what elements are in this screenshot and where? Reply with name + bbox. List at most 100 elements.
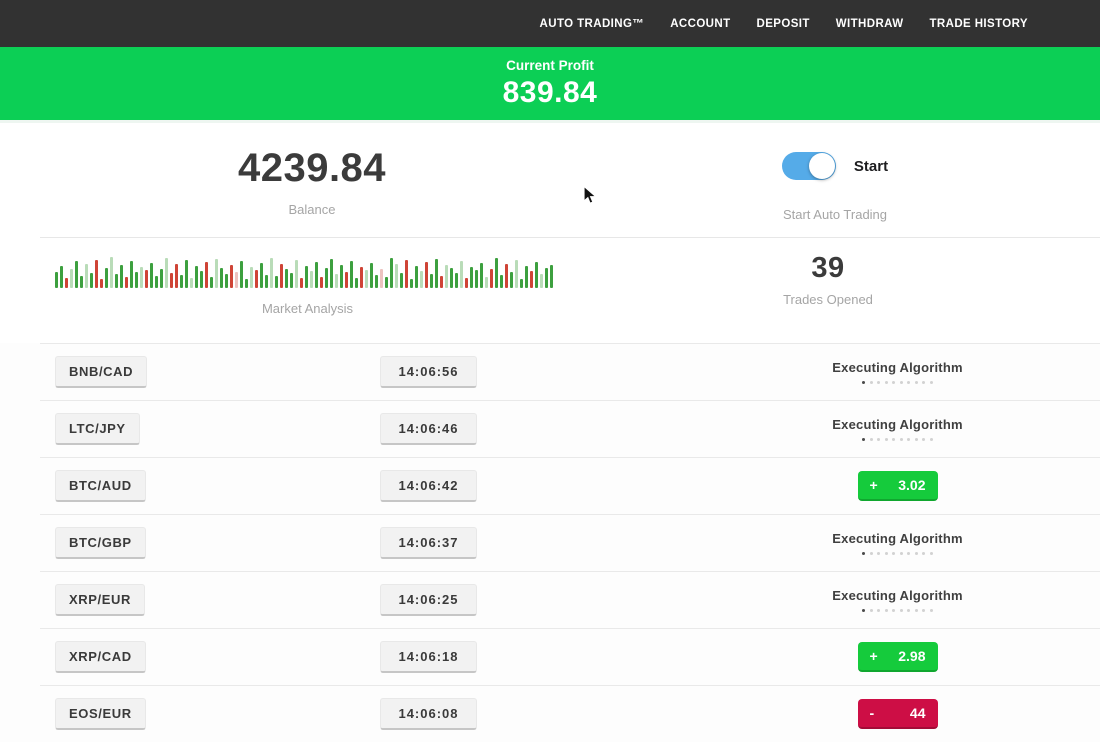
market-bar (100, 279, 103, 288)
market-bar (225, 274, 228, 288)
toggle-row: Start (735, 152, 935, 180)
market-bar (255, 270, 258, 288)
progress-dot (869, 380, 873, 384)
progress-dot (907, 608, 911, 612)
progress-dot (922, 608, 926, 612)
market-bar (355, 278, 358, 288)
section-divider (40, 237, 1100, 238)
time-badge: 14:06:56 (380, 355, 477, 388)
market-bar (390, 258, 393, 288)
progress-dot (877, 608, 881, 612)
result-sign: + (869, 647, 878, 664)
current-profit-label: Current Profit (506, 57, 594, 73)
nav-deposit[interactable]: DEPOSIT (756, 17, 810, 30)
market-bar (470, 267, 473, 288)
result-value: 3.02 (898, 476, 926, 493)
pair-badge: EOS/EUR (55, 697, 146, 730)
start-toggle-label: Start (853, 157, 889, 175)
market-bar (115, 274, 118, 288)
progress-dot (899, 551, 903, 555)
time-badge: 14:06:42 (380, 469, 477, 502)
nav-trade-history[interactable]: TRADE HISTORY (929, 17, 1028, 30)
market-bar (135, 272, 138, 288)
market-bar (160, 269, 163, 288)
pair-badge: LTC/JPY (55, 412, 140, 445)
progress-dot (929, 608, 933, 612)
trade-row: XRP/CAD 14:06:18 + 2.98 (0, 628, 1100, 685)
progress-dot (892, 437, 896, 441)
market-bar (150, 263, 153, 288)
start-auto-trading-toggle[interactable] (781, 152, 836, 180)
market-bar (315, 262, 318, 288)
market-bar (200, 271, 203, 288)
market-bar (205, 262, 208, 288)
market-bar (395, 264, 398, 288)
market-bar (70, 269, 73, 288)
market-bar (330, 259, 333, 288)
market-bar (320, 277, 323, 288)
market-bar (530, 271, 533, 288)
market-bar (440, 276, 443, 288)
progress-dot (922, 437, 926, 441)
progress-dot (907, 380, 911, 384)
market-bar (345, 272, 348, 288)
trades-opened-value: 39 (811, 252, 845, 284)
market-bar (510, 272, 513, 288)
nav-auto-trading[interactable]: AUTO TRADING™ (539, 17, 645, 30)
current-profit-banner: Current Profit 839.84 (0, 47, 1100, 123)
executing-label: Executing Algorithm (832, 416, 963, 432)
market-bar (415, 266, 418, 288)
market-bar (75, 261, 78, 288)
trade-status: Executing Algorithm (795, 588, 1000, 612)
nav-withdraw[interactable]: WITHDRAW (835, 17, 904, 30)
time-badge: 14:06:46 (380, 412, 477, 445)
market-bar (365, 270, 368, 288)
market-bar (85, 264, 88, 288)
market-bar (210, 277, 213, 288)
trade-status: + 2.98 (795, 641, 1000, 672)
market-bar (325, 268, 328, 288)
progress-dot (862, 608, 866, 612)
progress-dot (899, 380, 903, 384)
market-bar (305, 266, 308, 288)
market-bar (120, 265, 123, 288)
market-bar (450, 268, 453, 288)
executing-status: Executing Algorithm (832, 588, 963, 612)
market-bar (425, 262, 428, 288)
trades-table: BNB/CAD 14:06:56 Executing Algorithm LTC… (0, 343, 1100, 742)
market-bar (130, 261, 133, 288)
market-bar (175, 264, 178, 288)
executing-label: Executing Algorithm (832, 359, 963, 375)
market-bar (170, 273, 173, 288)
pair-badge: BNB/CAD (55, 355, 148, 388)
market-bar (245, 279, 248, 288)
progress-dot (907, 551, 911, 555)
market-bar (335, 274, 338, 288)
market-bar (275, 276, 278, 288)
time-badge: 14:06:25 (380, 583, 477, 616)
progress-dot (877, 437, 881, 441)
progress-dot (869, 608, 873, 612)
market-bar (165, 258, 168, 288)
progress-dot (869, 551, 873, 555)
progress-dot (884, 551, 888, 555)
progress-dot (877, 551, 881, 555)
auto-trading-toggle-block: Start Start Auto Trading (735, 152, 935, 222)
progress-dot (929, 551, 933, 555)
time-badge: 14:06:08 (380, 697, 477, 730)
market-bar (195, 266, 198, 288)
market-bar (125, 277, 128, 288)
trade-status: + 3.02 (795, 470, 1000, 501)
current-profit-value: 839.84 (502, 75, 598, 109)
nav-account[interactable]: ACCOUNT (670, 17, 731, 30)
market-bar (400, 273, 403, 288)
balance-value: 4239.84 (237, 146, 387, 190)
market-bar (270, 258, 273, 288)
market-bar (145, 270, 148, 288)
market-bar (380, 269, 383, 288)
market-bar (235, 272, 238, 288)
market-bar (540, 274, 543, 288)
progress-dot (914, 380, 918, 384)
market-bar (375, 275, 378, 288)
trade-row: BNB/CAD 14:06:56 Executing Algorithm (0, 343, 1100, 400)
